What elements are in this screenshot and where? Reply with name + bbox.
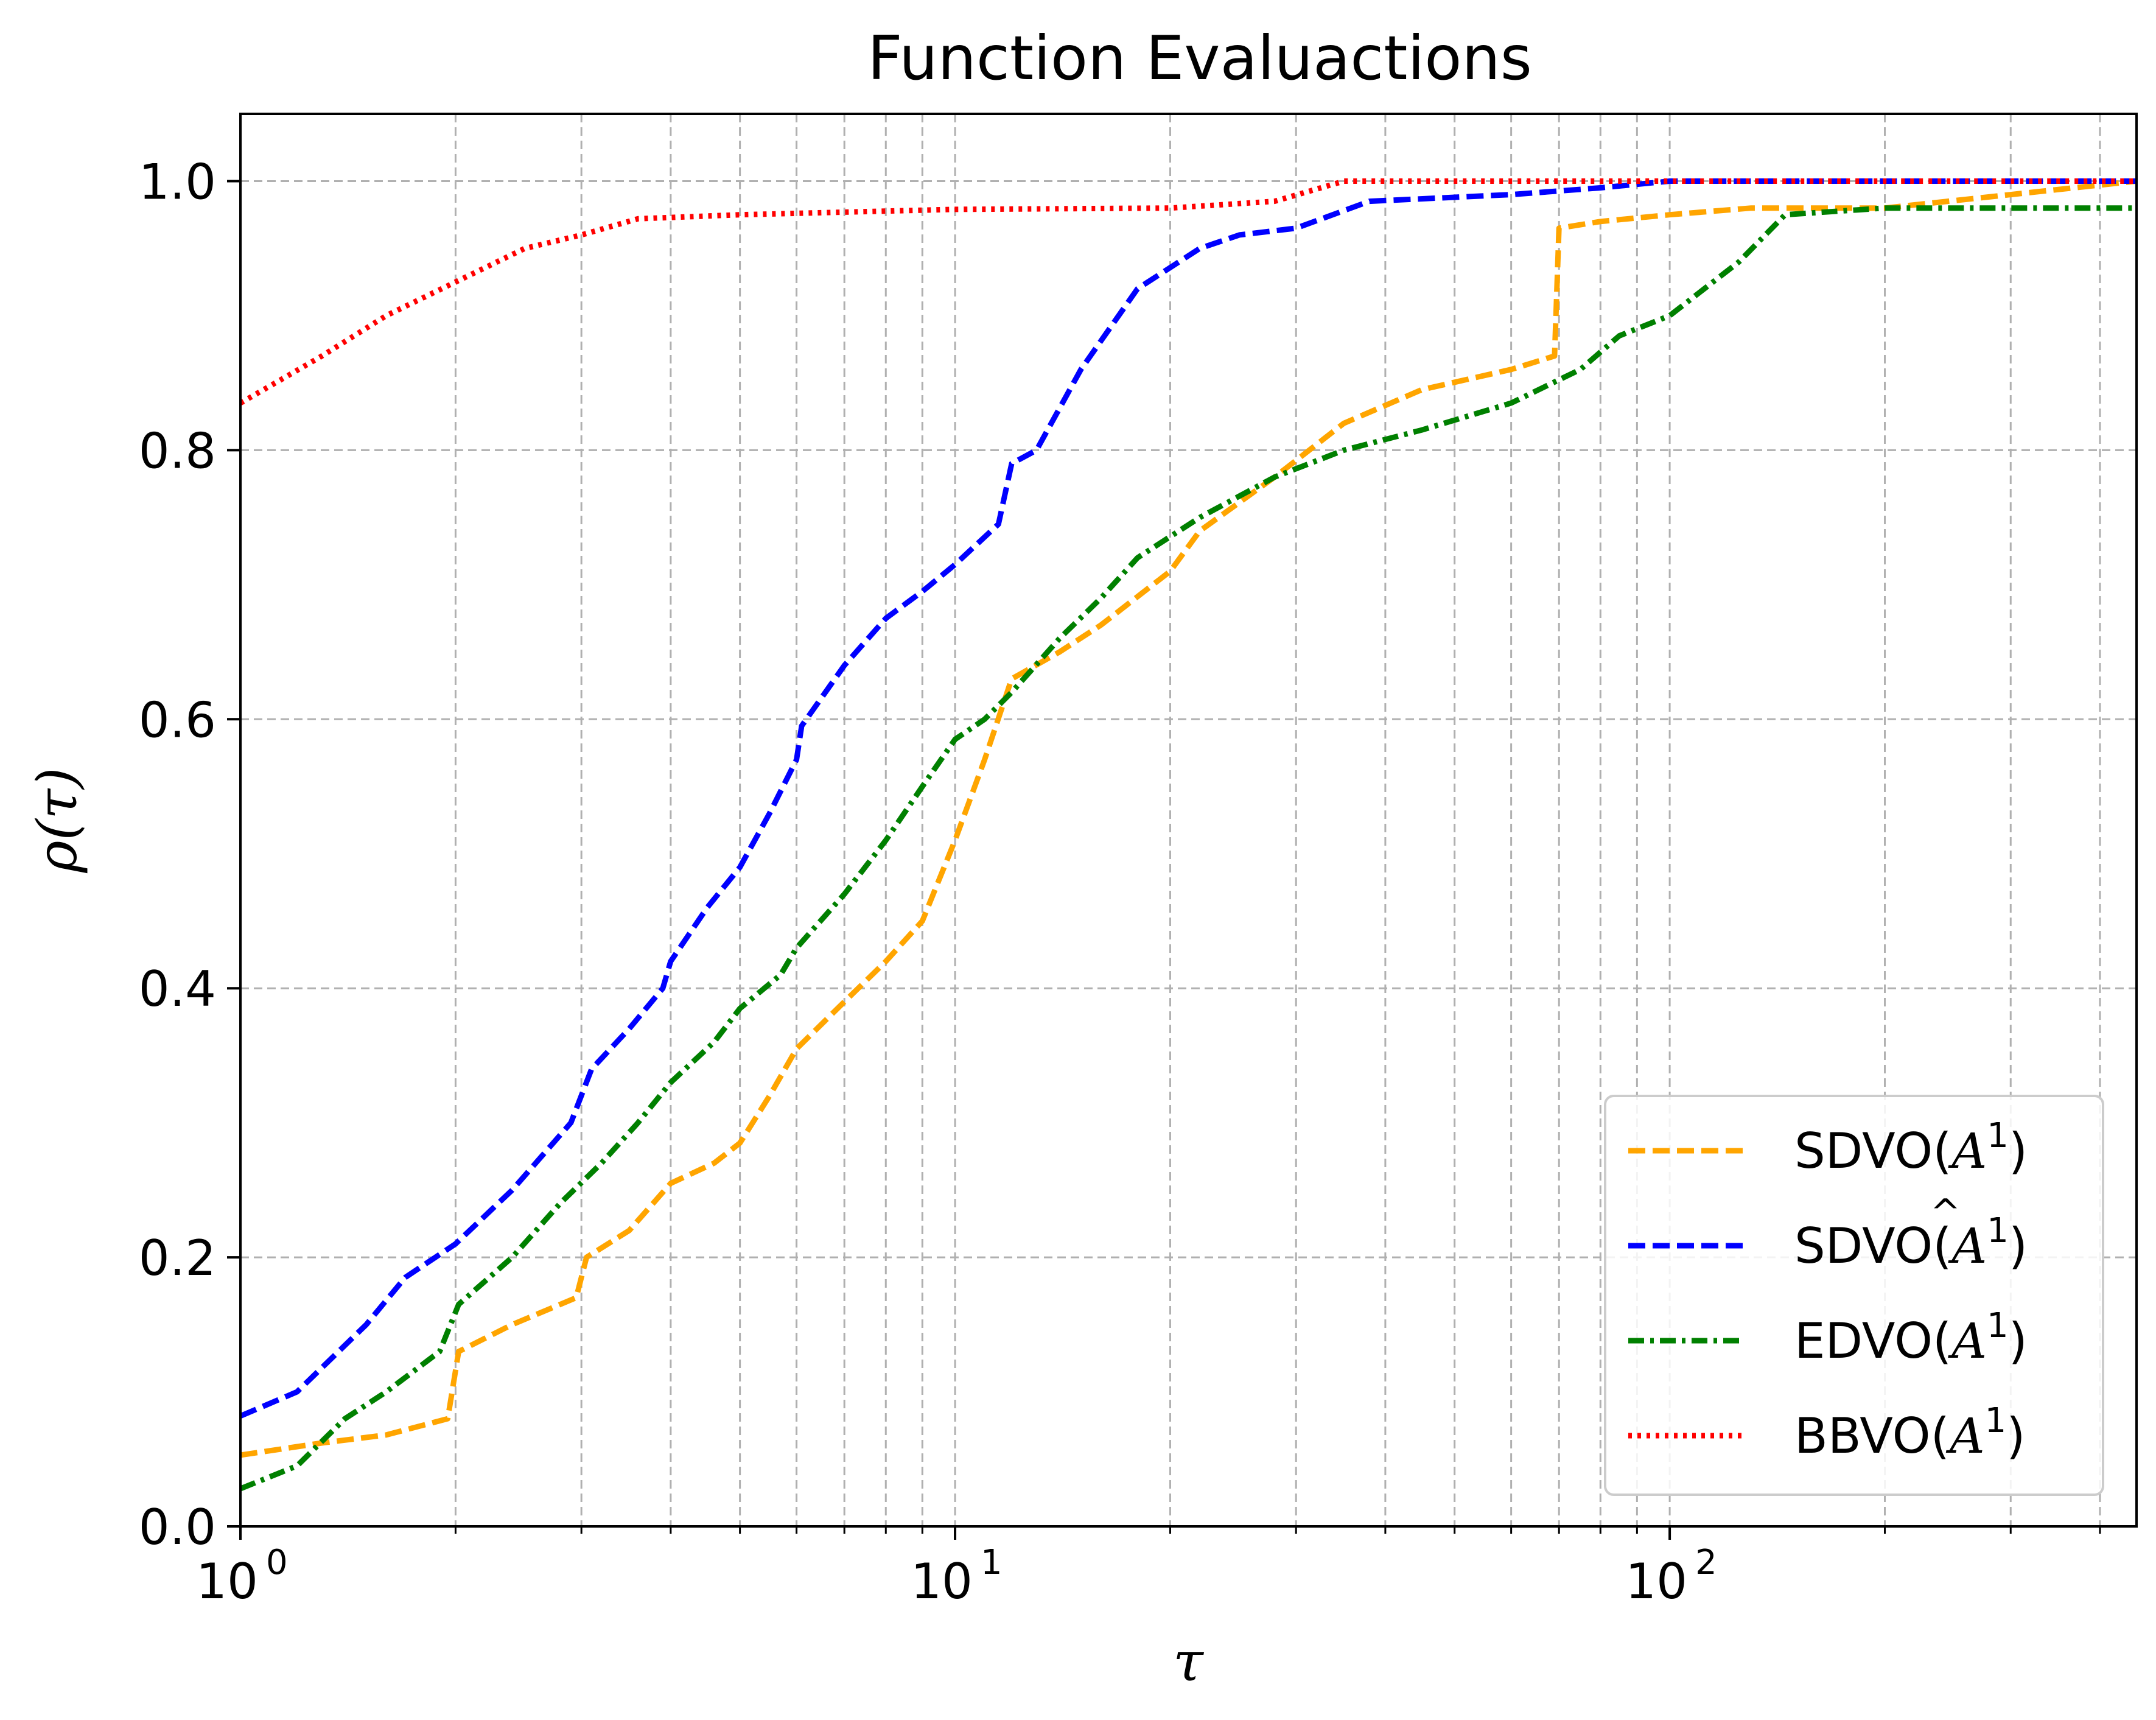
- axis-ticks: 0.00.20.40.60.81.010 0 10 1 10 2: [139, 153, 2101, 1610]
- series-line-3: [240, 205, 2137, 1492]
- y-tick-label: 1.0: [139, 153, 216, 210]
- series-line-2: [240, 178, 2137, 1419]
- chart-title: Function Evaluactions: [867, 23, 1532, 94]
- x-axis-label: τ: [1173, 1630, 1204, 1694]
- legend-box: [1604, 1095, 2104, 1496]
- x-tick-exponent: 0: [266, 1543, 288, 1582]
- y-tick-label: 0.0: [139, 1499, 216, 1556]
- grid-lines: [240, 114, 2137, 1526]
- series-layer: [240, 178, 2137, 1492]
- legend: SDVO(A1)SDVO(A1)^EDVO(A1)BBVO(A1): [1604, 1095, 2104, 1496]
- y-tick-label: 0.4: [139, 961, 216, 1017]
- legend-label-3: EDVO(A1): [1794, 1306, 2028, 1369]
- y-tick-label: 0.6: [139, 692, 216, 748]
- x-tick-exponent: 2: [1695, 1543, 1717, 1582]
- legend-label-4: BBVO(A1): [1794, 1401, 2025, 1464]
- x-tick-exponent: 1: [981, 1543, 1003, 1582]
- x-tick-label: 10: [911, 1553, 973, 1610]
- x-tick-label: 10: [1625, 1553, 1687, 1610]
- y-tick-label: 0.2: [139, 1230, 216, 1286]
- plot-frame: [239, 113, 2138, 1528]
- legend-hat-accent: ^: [1930, 1192, 1961, 1234]
- y-axis-label: ρ(τ): [26, 768, 89, 874]
- series-line-4: [240, 178, 2137, 405]
- legend-label-1: SDVO(A1): [1794, 1116, 2028, 1179]
- x-tick-label: 10: [196, 1553, 258, 1610]
- series-line-1: [240, 178, 2137, 1458]
- legend-label-2: SDVO(A1): [1794, 1211, 2028, 1274]
- y-tick-label: 0.8: [139, 423, 216, 479]
